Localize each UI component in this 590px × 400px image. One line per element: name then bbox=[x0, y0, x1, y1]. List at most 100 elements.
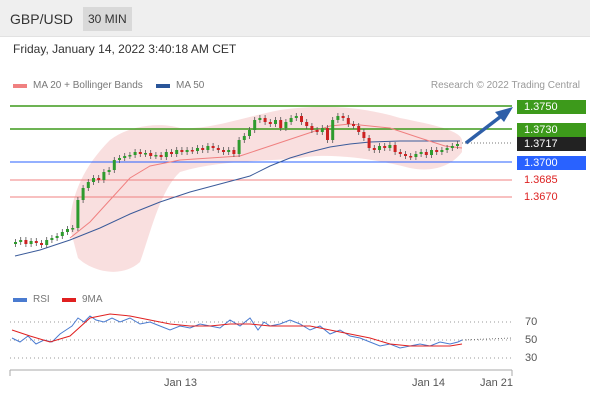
candle-body bbox=[180, 150, 184, 152]
candle-body bbox=[362, 132, 366, 138]
candle-body bbox=[346, 118, 350, 124]
candle-body bbox=[175, 150, 179, 154]
candle-body bbox=[185, 150, 189, 152]
candle-body bbox=[19, 240, 23, 242]
candle-body bbox=[383, 146, 387, 148]
candle-body bbox=[352, 124, 355, 126]
header-bar: GBP/USD 30 MIN bbox=[0, 0, 590, 37]
candle-body bbox=[326, 128, 329, 140]
candle-body bbox=[24, 240, 28, 244]
candle-body bbox=[40, 243, 43, 245]
candle-body bbox=[81, 188, 85, 200]
candle-body bbox=[222, 150, 225, 152]
candle-body bbox=[159, 155, 163, 157]
rsi-ma-legend: 9MA bbox=[62, 294, 103, 305]
rsi-line bbox=[11, 315, 463, 349]
candle-body bbox=[409, 156, 413, 158]
candle-body bbox=[190, 150, 194, 152]
legend-bollinger-label: MA 20 + Bollinger Bands bbox=[33, 80, 143, 91]
x-label-jan13: Jan 13 bbox=[164, 377, 198, 389]
candle-body bbox=[29, 241, 33, 244]
candle-body bbox=[196, 148, 199, 151]
candlestick-series bbox=[14, 113, 459, 248]
candle-body bbox=[242, 136, 246, 140]
candle-body bbox=[456, 144, 459, 146]
x-label-jan21: Jan 21 bbox=[480, 377, 514, 389]
candle-body bbox=[310, 126, 314, 130]
ma20-line bbox=[69, 123, 463, 239]
candle-body bbox=[372, 148, 376, 150]
candle-body bbox=[430, 150, 433, 155]
candle-body bbox=[201, 148, 205, 150]
level-label-support-2: 1.3670 bbox=[524, 191, 558, 203]
rsi-legend: RSI bbox=[13, 294, 50, 305]
ma50-line bbox=[14, 140, 460, 257]
candle-body bbox=[211, 146, 215, 148]
candle-body bbox=[123, 156, 127, 158]
timeframe-badge[interactable]: 30 MIN bbox=[83, 7, 132, 31]
candle-body bbox=[45, 240, 49, 245]
candle-body bbox=[14, 242, 17, 244]
level-label-resistance-1: 1.3730 bbox=[517, 123, 586, 137]
candle-body bbox=[315, 130, 319, 132]
candle-body bbox=[144, 153, 147, 155]
legend-bollinger: MA 20 + Bollinger Bands bbox=[13, 80, 143, 91]
candle-body bbox=[248, 130, 251, 136]
candle-body bbox=[237, 140, 241, 154]
level-label-pivot: 1.3700 bbox=[517, 156, 586, 170]
level-label-support-1: 1.3685 bbox=[524, 174, 558, 186]
candle-body bbox=[66, 229, 69, 232]
candle-body bbox=[97, 178, 101, 180]
candle-body bbox=[445, 148, 449, 150]
candle-body bbox=[300, 116, 303, 122]
candle-body bbox=[71, 228, 75, 230]
candle-body bbox=[164, 152, 168, 157]
candle-body bbox=[216, 148, 220, 150]
candle-body bbox=[435, 150, 439, 152]
candle-body bbox=[378, 146, 381, 150]
candle-body bbox=[279, 120, 283, 128]
candle-body bbox=[450, 146, 454, 148]
candle-body bbox=[258, 118, 262, 120]
candle-body bbox=[284, 122, 288, 128]
candle-body bbox=[112, 160, 116, 170]
candle-body bbox=[138, 152, 142, 154]
candle-body bbox=[227, 150, 231, 152]
rsi-tick-30: 30 bbox=[525, 352, 538, 364]
level-label-resistance-2: 1.3750 bbox=[517, 100, 586, 114]
arrow-up-right-icon bbox=[464, 107, 513, 145]
candle-body bbox=[154, 155, 158, 157]
candle-body bbox=[92, 178, 95, 182]
candle-body bbox=[128, 155, 132, 157]
rsi-legend-label: RSI bbox=[33, 294, 50, 305]
candle-body bbox=[393, 145, 397, 152]
rsi-ma-line bbox=[11, 313, 463, 347]
candle-body bbox=[320, 128, 324, 132]
candle-body bbox=[34, 241, 38, 243]
candle-body bbox=[331, 120, 335, 140]
x-label-jan14: Jan 14 bbox=[412, 377, 446, 389]
rsi-swatch-icon bbox=[13, 297, 27, 302]
ma50-swatch-icon bbox=[156, 83, 170, 88]
candle-body bbox=[102, 172, 106, 180]
candle-body bbox=[404, 154, 407, 156]
candle-body bbox=[424, 152, 428, 155]
candle-body bbox=[388, 145, 392, 148]
candle-body bbox=[232, 150, 236, 154]
bollinger-band bbox=[70, 106, 462, 272]
rsi-ma-legend-label: 9MA bbox=[82, 294, 103, 305]
candle-body bbox=[253, 120, 257, 130]
timestamp: Friday, January 14, 2022 3:40:18 AM CET bbox=[13, 42, 237, 56]
rsi-tick-70: 70 bbox=[525, 316, 538, 328]
candle-body bbox=[86, 182, 90, 188]
candle-body bbox=[419, 152, 423, 154]
candle-body bbox=[357, 126, 361, 132]
candle-body bbox=[305, 122, 309, 126]
candle-body bbox=[107, 170, 111, 172]
candle-body bbox=[274, 120, 277, 124]
candle-body bbox=[133, 152, 137, 155]
candle-body bbox=[263, 118, 267, 122]
candle-body bbox=[149, 153, 153, 156]
rsi-tick-50: 50 bbox=[525, 334, 538, 346]
